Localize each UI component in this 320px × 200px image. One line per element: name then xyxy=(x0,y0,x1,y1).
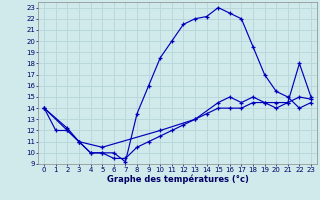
X-axis label: Graphe des températures (°c): Graphe des températures (°c) xyxy=(107,175,249,184)
